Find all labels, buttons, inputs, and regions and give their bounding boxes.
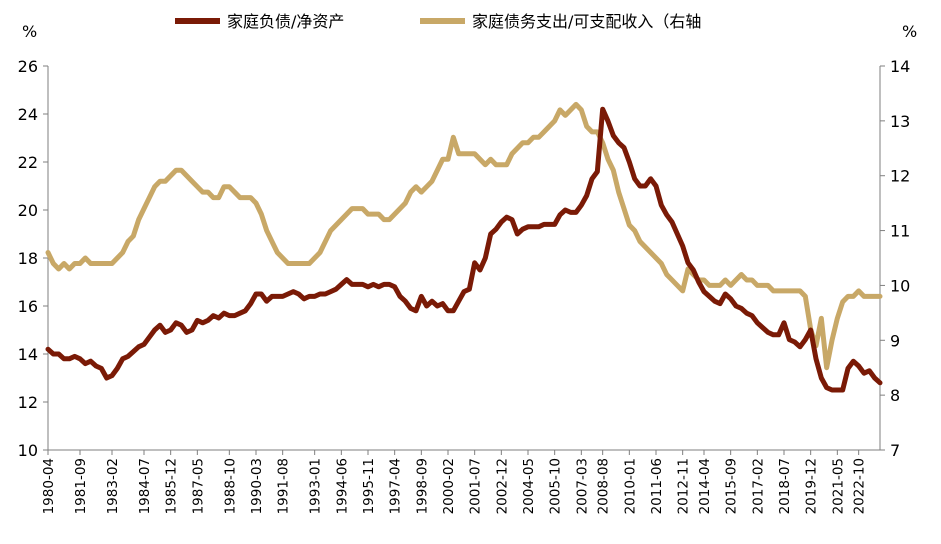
x-tick-label: 1988-10 [222, 458, 238, 514]
left-axis-ticks: 10 12 14 16 18 20 22 24 26 [18, 57, 48, 460]
x-tick-label: 1995-11 [361, 458, 377, 514]
x-tick-label: 2019-12 [804, 458, 820, 514]
x-tick-label: 1991-08 [276, 458, 292, 514]
left-tick-label: 14 [18, 345, 38, 364]
x-tick-label: 1998-09 [414, 458, 430, 514]
x-tick-label: 1981-09 [73, 458, 89, 514]
left-tick-label: 26 [18, 57, 38, 76]
x-tick-label: 2001-07 [468, 458, 484, 514]
x-tick-label: 2014-04 [697, 458, 713, 514]
x-tick-label: 2022-10 [852, 458, 868, 514]
left-tick-label: 18 [18, 249, 38, 268]
x-tick-label: 2011-06 [649, 458, 665, 514]
right-tick-label: 13 [890, 112, 910, 131]
x-tick-label: 2008-08 [596, 458, 612, 514]
x-tick-label: 1990-03 [249, 458, 265, 514]
left-axis-unit: % [22, 22, 37, 41]
right-tick-label: 10 [890, 276, 910, 295]
series-layer [45, 101, 883, 393]
x-tick-label: 1993-01 [308, 458, 324, 514]
left-tick-label: 22 [18, 153, 38, 172]
left-tick-label: 12 [18, 393, 38, 412]
x-tick-label: 2004-05 [521, 458, 537, 514]
right-tick-label: 7 [890, 441, 900, 460]
x-tick-label: 2002-12 [494, 458, 510, 514]
x-tick-label: 2018-07 [777, 458, 793, 514]
x-tick-label: 2005-10 [548, 458, 564, 514]
x-axis-ticks: 1980-04 1981-09 1983-02 1984-07 1985-12 1987-… [41, 450, 868, 514]
left-tick-label: 24 [18, 105, 38, 124]
left-tick-label: 20 [18, 201, 38, 220]
right-tick-label: 12 [890, 167, 910, 186]
left-tick-label: 16 [18, 297, 38, 316]
x-tick-label: 2000-02 [441, 458, 457, 514]
x-tick-label: 1983-02 [105, 458, 121, 514]
x-tick-label: 2015-09 [724, 458, 740, 514]
right-axis-ticks: 7 8 9 10 11 12 13 14 [880, 57, 910, 460]
series-line-2 [45, 101, 883, 371]
x-tick-label: 1985-12 [164, 458, 180, 514]
legend-label-series-2: 家庭债务支出/可支配收入（右轴 [472, 12, 701, 31]
right-tick-label: 9 [890, 331, 900, 350]
right-tick-label: 14 [890, 57, 910, 76]
x-tick-label: 1984-07 [137, 458, 153, 514]
x-tick-label: 1980-04 [41, 458, 57, 514]
x-tick-label: 1997-04 [388, 458, 404, 514]
x-tick-label: 2007-03 [574, 458, 590, 514]
x-tick-label: 2012-11 [676, 458, 692, 514]
right-axis-unit: % [902, 22, 917, 41]
legend: 家庭负债/净资产 家庭债务支出/可支配收入（右轴 [175, 12, 701, 31]
right-tick-label: 8 [890, 386, 900, 405]
x-tick-label: 2021-05 [830, 458, 846, 514]
x-tick-label: 1987-05 [190, 458, 206, 514]
right-tick-label: 11 [890, 222, 910, 241]
x-tick-label: 2010-01 [622, 458, 638, 514]
left-tick-label: 10 [18, 441, 38, 460]
x-tick-label: 1994-06 [334, 458, 350, 514]
x-tick-label: 2017-02 [750, 458, 766, 514]
legend-label-series-1: 家庭负债/净资产 [227, 12, 344, 31]
series-line-1 [45, 106, 883, 393]
